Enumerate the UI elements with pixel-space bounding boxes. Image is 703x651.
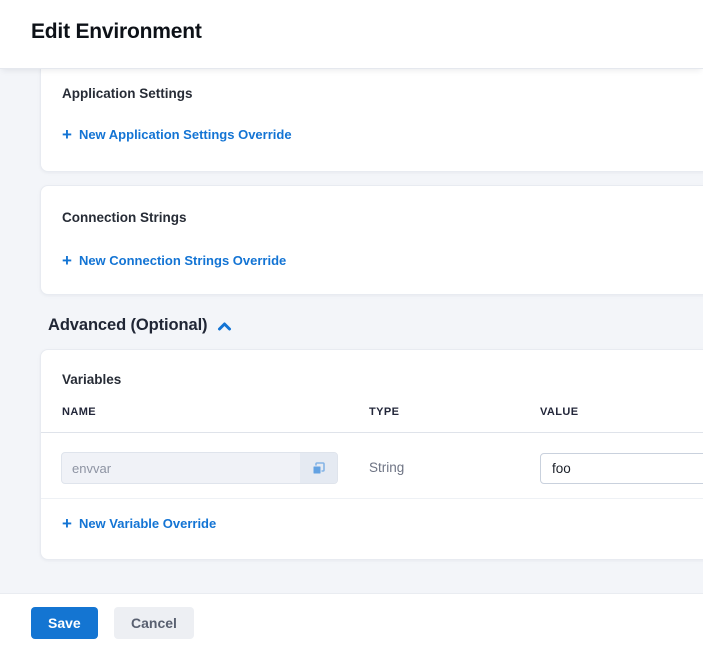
variable-value-input[interactable] [540,453,703,484]
variables-title: Variables [62,372,122,387]
link-label: New Variable Override [78,516,217,531]
action-footer: Save Cancel [0,593,703,651]
save-button[interactable]: Save [31,607,98,639]
link-label: New Application Settings Override [78,127,292,142]
new-variable-override-link[interactable]: + New Variable Override [62,514,217,533]
table-row-divider [41,498,703,499]
copy-icon [312,461,325,474]
column-header-name: NAME [62,406,96,418]
cancel-button[interactable]: Cancel [114,607,194,639]
variable-name-field [61,452,338,484]
new-application-settings-override-link[interactable]: + New Application Settings Override [62,125,292,144]
page-title: Edit Environment [31,20,202,43]
variable-name-input [62,453,300,483]
table-header-divider [41,432,703,433]
application-settings-card: Application Settings + New Application S… [40,68,703,172]
connection-strings-title: Connection Strings [62,210,187,225]
plus-icon: + [62,125,72,144]
application-settings-title: Application Settings [62,86,193,101]
advanced-section-title: Advanced (Optional) [48,316,208,334]
new-connection-strings-override-link[interactable]: + New Connection Strings Override [62,251,287,270]
copy-button[interactable] [300,453,337,483]
plus-icon: + [62,514,72,533]
column-header-type: TYPE [369,406,400,418]
chevron-up-icon[interactable] [217,321,232,332]
page-header: Edit Environment [0,0,703,68]
advanced-section-toggle[interactable]: Advanced (Optional) [48,316,232,335]
column-header-value: VALUE [540,406,579,418]
link-label: New Connection Strings Override [78,253,287,268]
connection-strings-card: Connection Strings + New Connection Stri… [40,185,703,295]
variables-card: Variables NAME TYPE VALUE String + New V… [40,349,703,560]
plus-icon: + [62,251,72,270]
variable-type-value: String [369,460,405,475]
